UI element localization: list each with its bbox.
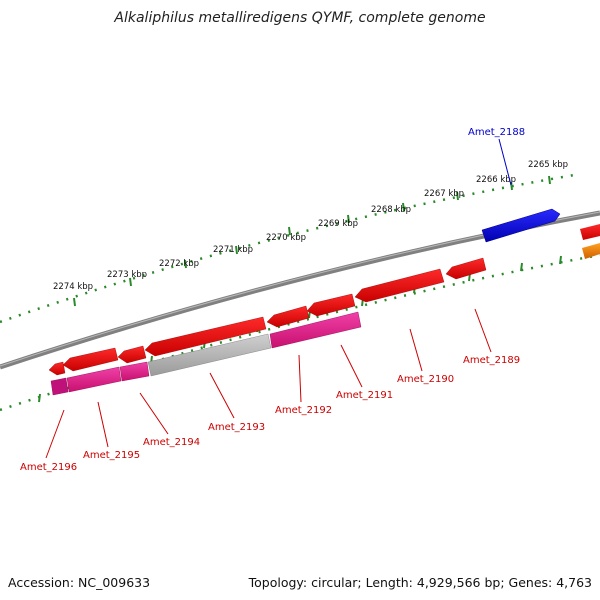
ruler-label: 2274 kbp	[53, 282, 93, 292]
gene-label: Amet_2193	[208, 422, 265, 433]
gene-labels[interactable]: Amet_2188 Amet_2189 Amet_2190 Amet_2191 …	[20, 127, 525, 473]
accession-text: Accession: NC_009633	[8, 575, 151, 590]
feature-block-magenta	[66, 366, 122, 393]
gene-label: Amet_2192	[275, 405, 332, 416]
gene-label: Amet_2195	[83, 450, 140, 461]
ruler-label: 2268 kbp	[371, 205, 411, 215]
feature-block-grey	[147, 333, 272, 377]
ruler-label: 2265 kbp	[528, 160, 568, 170]
map-title: Alkaliphilus metalliredigens QYMF, compl…	[114, 10, 486, 26]
gene-arrow-amet-2191	[306, 293, 356, 317]
ruler-label: 2270 kbp	[266, 233, 306, 243]
gene-arrow-amet-2188[interactable]	[481, 208, 561, 243]
edge-feature-red[interactable]	[580, 224, 600, 240]
gene-arrow-amet-2193	[144, 316, 267, 357]
ruler-labels: 2265 kbp 2266 kbp 2267 kbp 2268 kbp 2269…	[53, 160, 568, 292]
outer-ruler	[0, 172, 581, 324]
gene-arrow-amet-2192	[266, 305, 310, 328]
gene-label: Amet_2191	[336, 390, 393, 401]
gene-arrow-amet-2189	[445, 257, 487, 280]
feature-block-magenta	[119, 361, 150, 382]
gene-arrow-amet-2190	[354, 268, 445, 303]
feature-block-magenta	[50, 377, 69, 396]
feature-block-magenta	[269, 311, 362, 349]
gene-label: Amet_2189	[463, 355, 520, 366]
ruler-label: 2269 kbp	[318, 219, 358, 229]
gene-arrows-reverse[interactable]	[48, 257, 487, 376]
gene-arrow-amet-2196	[48, 361, 66, 376]
ruler-label: 2273 kbp	[107, 270, 147, 280]
label-connectors	[45, 138, 512, 459]
feature-blocks[interactable]	[50, 311, 362, 396]
gene-label: Amet_2188	[468, 127, 525, 138]
gene-arrow-amet-2194	[117, 345, 147, 364]
gene-arrow-amet-2195	[62, 347, 119, 372]
ruler-label: 2266 kbp	[476, 175, 516, 185]
edge-feature-orange[interactable]	[582, 243, 600, 259]
gene-label: Amet_2194	[143, 437, 200, 448]
genome-summary-text: Topology: circular; Length: 4,929,566 bp…	[248, 575, 592, 590]
ruler-label: 2271 kbp	[213, 245, 253, 255]
ruler-label: 2272 kbp	[159, 259, 199, 269]
outer-major-ticks	[73, 175, 551, 307]
ruler-label: 2267 kbp	[424, 189, 464, 199]
gene-label: Amet_2196	[20, 462, 77, 473]
gene-label: Amet_2190	[397, 374, 454, 385]
